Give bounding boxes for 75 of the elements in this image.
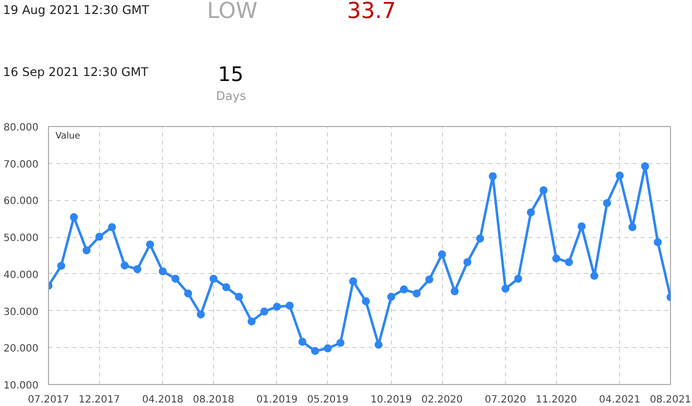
point: [476, 234, 484, 243]
x-tick-label: 10.2019: [370, 394, 412, 406]
point: [387, 292, 396, 301]
text: 19 Aug 2021 12:30 GMT: [3, 2, 150, 19]
point: [590, 272, 598, 280]
point: [311, 346, 320, 355]
point: [286, 302, 294, 310]
text: LOW: [207, 0, 258, 26]
x-tick-label: 07.2020: [484, 394, 526, 406]
point: [260, 308, 268, 316]
point: [120, 261, 129, 270]
point: [362, 297, 370, 306]
point: [171, 274, 180, 283]
point: [272, 302, 281, 311]
x-tick-label: 01.2019: [256, 394, 298, 406]
y-axis-title: Value: [56, 132, 81, 142]
point: [158, 267, 167, 276]
point: [616, 172, 624, 180]
x-tick-label: 04.2018: [142, 394, 184, 406]
point: [146, 240, 154, 248]
x-tick-label: 04.2021: [599, 394, 640, 406]
point: [540, 186, 548, 194]
y-tick-label: 60.000: [4, 196, 39, 208]
point: [57, 262, 66, 270]
x-tick-label: 05.2019: [307, 394, 348, 406]
point: [234, 292, 243, 301]
point: [248, 317, 256, 326]
point: [501, 284, 510, 293]
point: [514, 274, 522, 283]
point: [400, 285, 408, 294]
y-tick-label: 80.000: [4, 122, 39, 134]
point: [222, 283, 230, 292]
x-tick-label: 08.2021: [650, 394, 692, 406]
point: [463, 258, 472, 266]
point: [133, 265, 142, 274]
point: [552, 254, 560, 262]
x-tick-label: 12.2017: [78, 394, 120, 406]
point: [578, 222, 586, 230]
text: Days: [216, 88, 246, 105]
point: [108, 223, 116, 232]
point: [374, 340, 383, 349]
point: [641, 162, 650, 170]
text: 16 Sep 2021 12:30 GMT: [3, 64, 148, 81]
point: [82, 246, 91, 254]
point: [324, 344, 332, 352]
point: [184, 289, 192, 298]
y-tick-label: 30.000: [4, 306, 39, 318]
y-tick-label: 70.000: [4, 159, 39, 170]
x-tick-label: 07.2017: [28, 394, 70, 406]
point: [349, 277, 358, 286]
point: [450, 287, 459, 296]
x-tick-label: 02.2020: [421, 394, 463, 406]
x-tick-label: 08.2018: [192, 394, 234, 406]
point: [488, 172, 497, 180]
text: 15: [218, 61, 244, 88]
point: [603, 199, 612, 208]
text: 33.7: [347, 0, 396, 26]
point: [95, 232, 104, 241]
point: [196, 310, 205, 318]
point: [210, 274, 218, 283]
y-tick-label: 10.000: [4, 380, 39, 392]
point: [70, 213, 78, 222]
point: [564, 258, 573, 266]
point: [425, 275, 434, 284]
point: [438, 250, 446, 258]
y-tick-label: 20.000: [4, 344, 39, 355]
y-tick-label: 50.000: [4, 233, 39, 244]
point: [526, 208, 535, 216]
x-tick-label: 11.2020: [536, 394, 577, 406]
point: [628, 223, 636, 232]
point: [654, 238, 662, 246]
y-tick-label: 40.000: [4, 270, 39, 281]
point: [336, 338, 344, 347]
point: [298, 338, 306, 346]
point: [412, 289, 421, 298]
